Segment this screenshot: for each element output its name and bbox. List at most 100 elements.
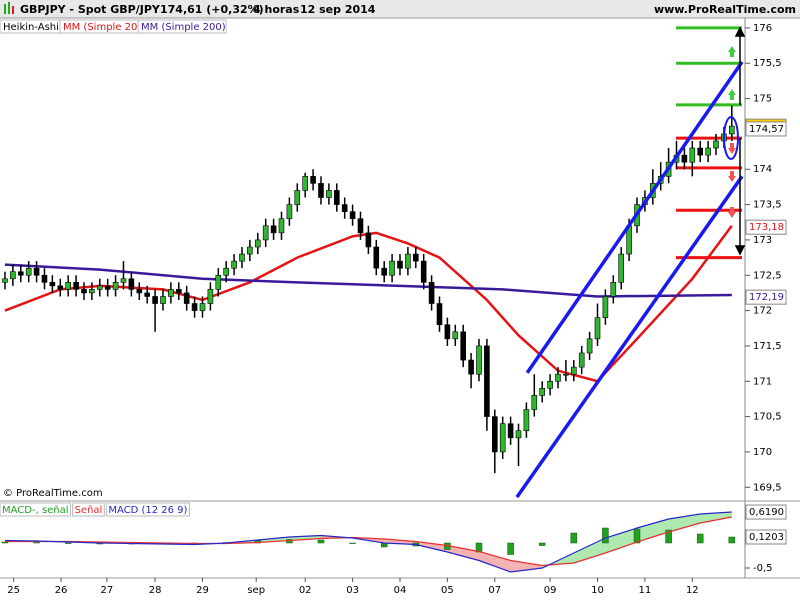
main-panel: 176 175,5 175 174 173,5 173 172,5 172 171,5 171 17… xyxy=(2,23,787,596)
signal-arrows xyxy=(728,46,736,218)
x-tick-label: 27 xyxy=(101,585,114,596)
macd-legend: MACD (12 26 9) xyxy=(108,505,187,516)
candle-body xyxy=(547,380,553,389)
candle-body xyxy=(231,260,237,269)
x-tick-label: 05 xyxy=(441,585,454,596)
legend-main: Heikin-Ashi xyxy=(3,22,59,33)
candle-body xyxy=(81,289,87,294)
macd-fill xyxy=(257,537,290,543)
macd-fill xyxy=(573,538,606,563)
candle-body xyxy=(594,317,601,340)
histogram-bar xyxy=(728,536,736,544)
candle-body xyxy=(120,278,127,283)
macd-legend: Señal xyxy=(75,505,103,516)
candle-body xyxy=(365,232,372,248)
candle-body xyxy=(713,140,719,149)
candle-body xyxy=(515,430,522,439)
candle-body xyxy=(270,225,277,234)
candle-body xyxy=(373,246,380,269)
candle-body xyxy=(96,285,103,290)
x-tick-label: 11 xyxy=(639,585,652,596)
candle-body xyxy=(729,125,735,135)
candle-body xyxy=(531,395,538,410)
period: 4 horas xyxy=(253,3,300,16)
site: www.ProRealTime.com xyxy=(654,3,796,16)
legend-box xyxy=(72,502,105,517)
candle-body xyxy=(183,292,190,304)
y-tick-label: 170,5 xyxy=(753,412,782,423)
candle-body xyxy=(294,190,301,205)
candle-body xyxy=(397,260,403,269)
candle-body xyxy=(112,282,119,290)
candle-body xyxy=(697,147,704,156)
candle-body xyxy=(152,296,158,304)
price-label-box xyxy=(745,529,787,545)
y-tick-label: 176 xyxy=(753,23,772,34)
histogram-bar xyxy=(1,541,9,544)
price-label: 0,6190 xyxy=(749,507,784,518)
price-label: 174,57 xyxy=(749,124,784,135)
candle-body xyxy=(10,271,16,280)
candle-body xyxy=(89,289,95,294)
candle-body xyxy=(460,331,466,361)
y-tick-label: 170 xyxy=(753,447,772,458)
candle-body xyxy=(128,278,135,290)
candle-body xyxy=(199,303,206,311)
candle-body xyxy=(2,278,8,283)
candle-body xyxy=(618,253,625,283)
y-tick-label: 169,5 xyxy=(753,482,782,493)
histogram-bar xyxy=(64,542,72,544)
candle-body xyxy=(41,274,48,283)
histogram-bar xyxy=(633,528,641,544)
candle-body xyxy=(412,253,419,262)
y-tick-label: 172 xyxy=(753,306,772,317)
candle-body xyxy=(578,352,585,368)
histogram-bar xyxy=(602,527,609,544)
candle-body xyxy=(247,246,253,255)
histogram-bar xyxy=(507,542,514,555)
candle-body xyxy=(571,366,577,375)
candle-body xyxy=(286,204,293,220)
candle-body xyxy=(333,190,340,205)
x-tick-label: 03 xyxy=(346,585,359,596)
candle-body xyxy=(681,154,688,163)
candle-body xyxy=(689,147,696,163)
candle-body xyxy=(191,303,198,311)
histogram-bar xyxy=(696,533,704,544)
x-tick-label: 07 xyxy=(488,585,501,596)
histogram-bar xyxy=(665,529,672,544)
price-label-box xyxy=(745,504,787,520)
macd-panel: MACD-, señal Señal MACD (12 26 9) -0,5 0,619… xyxy=(0,502,787,574)
candle-body xyxy=(175,289,182,294)
macd-fill xyxy=(637,519,669,542)
candle-body xyxy=(215,274,222,290)
candle-body xyxy=(610,282,617,297)
macd-fill xyxy=(605,528,638,553)
copyright: © ProRealTime.com xyxy=(3,488,103,499)
candle-body xyxy=(444,324,451,340)
candle-body xyxy=(310,176,316,184)
symbol: GBPJPY - Spot GBP/JPY xyxy=(20,3,161,16)
x-tick-label: 12 xyxy=(686,585,699,596)
x-tick-label: 10 xyxy=(591,585,604,596)
annotations xyxy=(723,26,746,256)
price-label-box xyxy=(745,289,787,305)
trend-channel xyxy=(515,175,744,499)
candle-body xyxy=(349,211,356,220)
date: 12 sep 2014 xyxy=(300,3,376,16)
candle-body xyxy=(278,218,285,234)
candle-body xyxy=(302,176,308,191)
candle-body xyxy=(389,260,395,276)
histogram-bar xyxy=(33,542,40,544)
candle-body xyxy=(381,267,387,276)
legend-box xyxy=(0,502,72,517)
legend-box xyxy=(137,19,227,34)
y-tick-label: 175,5 xyxy=(753,58,782,69)
candle-body xyxy=(326,190,332,198)
candle-body xyxy=(452,331,459,340)
candle-body xyxy=(57,285,64,290)
trend-channel xyxy=(525,60,744,374)
legend-ma200: MM (Simple 200) xyxy=(141,22,226,33)
y-tick-label: 174 xyxy=(753,164,772,175)
candle-body xyxy=(25,267,32,276)
